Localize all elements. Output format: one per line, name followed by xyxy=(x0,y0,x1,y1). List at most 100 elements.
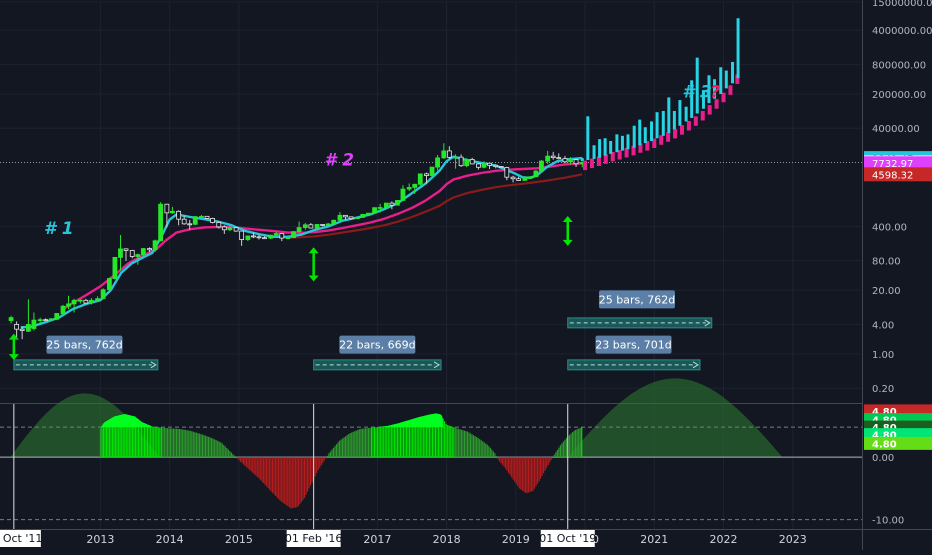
projection-magenta-bar xyxy=(666,132,671,142)
x-tick-label: 2015 xyxy=(225,533,253,546)
range-label-box xyxy=(595,335,672,354)
osc-y-tick-label: 0.00 xyxy=(872,453,894,464)
projection-cyan-bar xyxy=(580,158,584,162)
projection-magenta-bar xyxy=(610,151,615,162)
date-badge-box xyxy=(0,530,41,547)
candle-up xyxy=(314,224,320,229)
projection-cyan-bar xyxy=(731,61,735,84)
y-tick-label: 40000.00 xyxy=(872,124,920,135)
candle-up xyxy=(71,299,77,305)
candle-up xyxy=(412,183,418,188)
projection-magenta-bar xyxy=(707,105,712,115)
candle-down xyxy=(187,223,193,226)
candle-up xyxy=(60,305,66,315)
candle-down xyxy=(239,230,245,240)
projection-cyan-bar xyxy=(626,134,630,150)
projection-magenta-bar xyxy=(631,145,636,156)
projection-magenta-bar xyxy=(673,128,678,139)
candle-down xyxy=(389,202,395,206)
candle-down xyxy=(504,167,510,178)
projection-magenta-bar xyxy=(693,116,698,126)
candle-up xyxy=(158,203,164,242)
candle-up xyxy=(435,157,440,168)
x-tick-label: 2017 xyxy=(363,533,391,546)
candle-down xyxy=(556,157,562,160)
projection-magenta-bar xyxy=(603,154,608,164)
projection-cyan-bar xyxy=(678,100,682,126)
cycle-bump xyxy=(567,378,783,458)
projection-magenta-bar xyxy=(700,110,705,121)
range-boxes: 25 bars, 762d 22 bars, 669d 25 bars, 762d 2… xyxy=(13,290,713,371)
projection-magenta-bar xyxy=(714,99,719,109)
range-label: 23 bars, 701d xyxy=(595,339,671,352)
x-tick-label: 2023 xyxy=(779,533,807,546)
x-tick-label: 2018 xyxy=(433,533,461,546)
candle-down xyxy=(493,164,499,167)
candle-up xyxy=(406,187,412,190)
double-arrow-head-down xyxy=(8,354,19,361)
candle-down xyxy=(279,233,285,239)
candle-up xyxy=(527,176,533,179)
candle-up xyxy=(372,207,377,214)
candle-down xyxy=(424,173,429,176)
candle-up xyxy=(48,318,54,321)
candle-up xyxy=(169,210,175,214)
candle-down xyxy=(446,150,452,158)
range-arrow-head xyxy=(704,319,711,327)
candle-down xyxy=(262,237,267,240)
price-badge-label: 4598.32 xyxy=(872,170,913,181)
candle-down xyxy=(343,214,348,218)
projection-magenta-bar xyxy=(624,147,629,158)
y-tick-label: 20.00 xyxy=(872,286,901,297)
candle-down xyxy=(233,227,239,232)
candle-down xyxy=(487,162,492,166)
projection-cyan-bar xyxy=(661,110,665,136)
projection-magenta-bar xyxy=(645,141,650,151)
candle-up xyxy=(100,289,106,299)
y-tick-label: 80.00 xyxy=(872,257,901,268)
range-arrow-head xyxy=(433,361,441,369)
candle-down xyxy=(43,319,49,322)
candle-up xyxy=(106,278,112,291)
double-arrow-head-down xyxy=(562,239,573,246)
projection-cyan-bar xyxy=(695,57,699,114)
candle-up xyxy=(453,156,458,159)
osc-badge-box xyxy=(864,436,932,450)
osc-badge-label: 4.80 xyxy=(872,407,897,418)
candle-down xyxy=(308,224,314,229)
date-badge-label: 01 Feb '16 xyxy=(285,532,343,545)
candle-up xyxy=(429,166,435,176)
candle-down xyxy=(123,248,129,251)
candle-up xyxy=(481,162,487,168)
projection-cyan-bar xyxy=(667,97,671,133)
candle-up xyxy=(400,188,406,201)
candle-up xyxy=(88,299,94,304)
y-tick-label: 200000.00 xyxy=(872,90,926,101)
candle-down xyxy=(562,158,568,163)
candle-up xyxy=(464,159,470,167)
projection-magenta-bar xyxy=(735,74,740,84)
projection-magenta-bar xyxy=(583,160,588,171)
annotations: # 1 # 2 # 3? xyxy=(44,82,720,239)
candle-down xyxy=(19,328,25,331)
y-tick-label: 4000000.00 xyxy=(872,26,932,37)
range-box xyxy=(313,359,442,371)
x-tick-label: 2013 xyxy=(86,533,114,546)
range-label-box xyxy=(598,290,675,309)
projection-cyan-bar xyxy=(643,127,647,144)
projection-cyan-bar xyxy=(609,140,613,154)
date-badge-box xyxy=(286,530,341,547)
candle-up xyxy=(383,202,389,208)
candle-up xyxy=(273,233,279,236)
candle-down xyxy=(348,216,354,220)
histogram-peak-highlight xyxy=(377,413,444,428)
candle-down xyxy=(320,224,326,226)
osc-badge-label: 4.80 xyxy=(872,431,897,442)
candle-down xyxy=(14,324,20,330)
candle-down xyxy=(129,250,135,257)
candle-up xyxy=(291,231,296,238)
cycle-annotation: # 2 xyxy=(324,150,354,170)
candle-up xyxy=(441,150,447,159)
